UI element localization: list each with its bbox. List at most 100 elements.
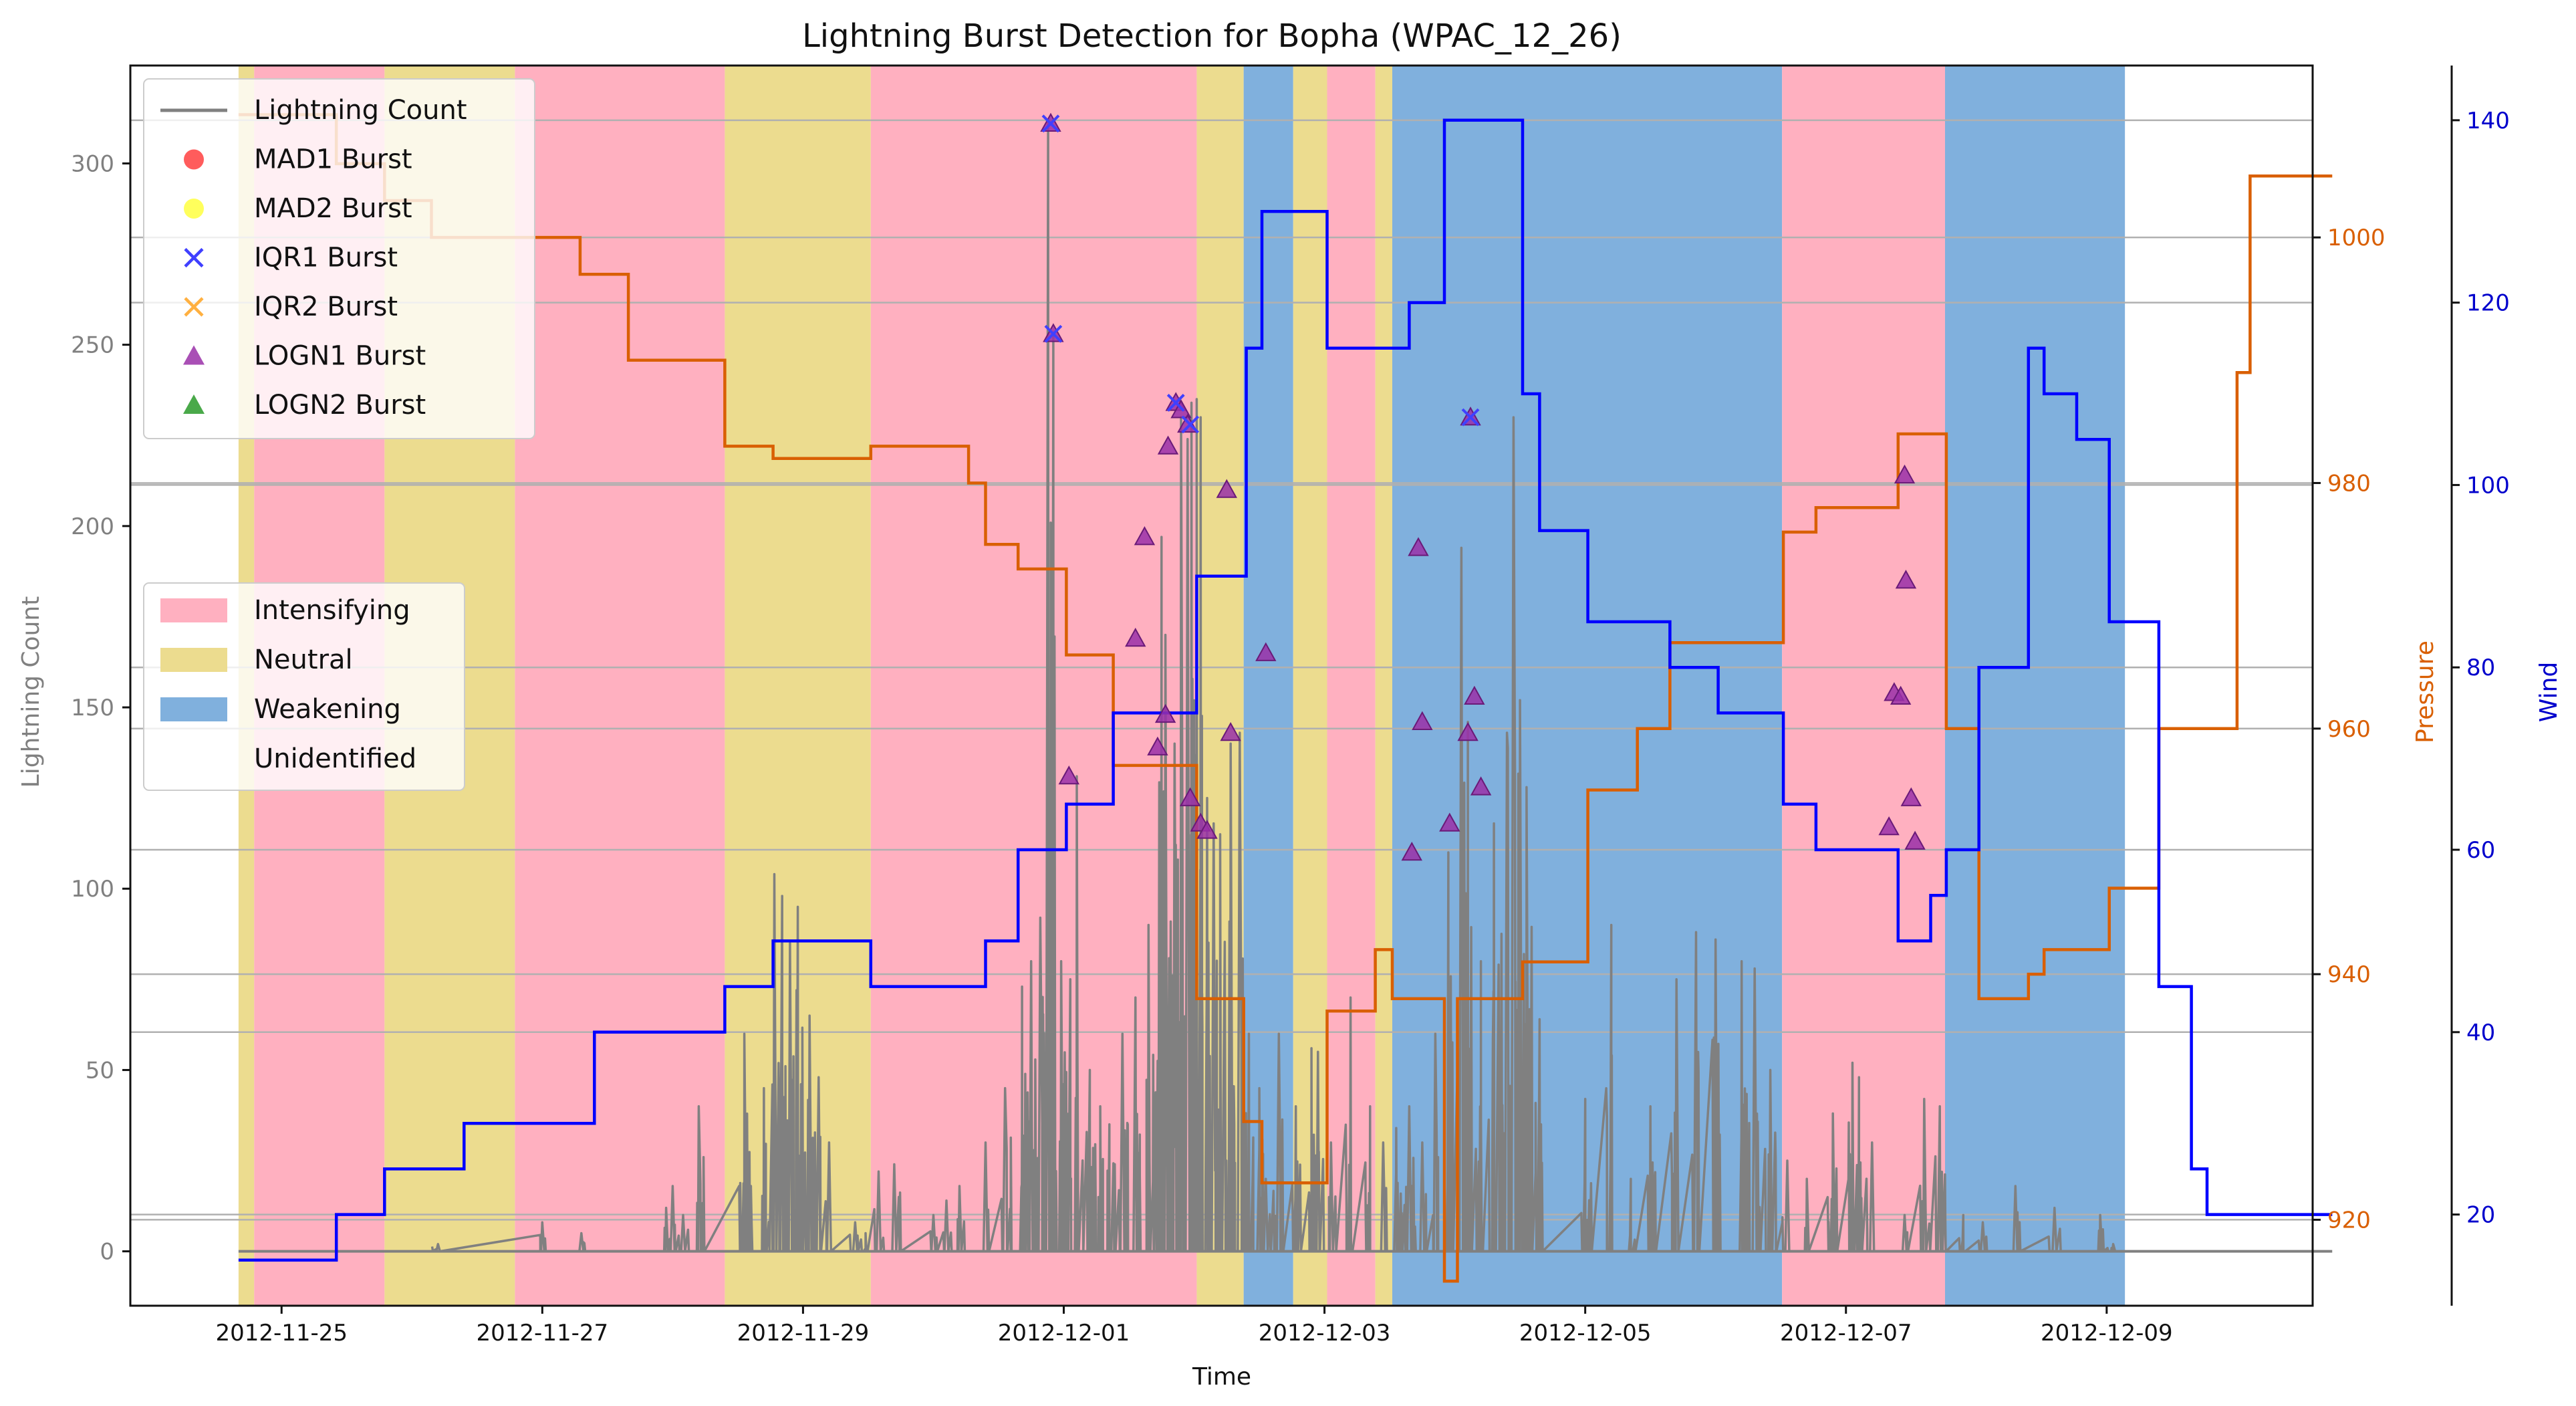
pressure-tick-label: 1000 [2327, 225, 2386, 251]
burst-markers [1040, 112, 1926, 861]
legend-swatch [160, 697, 227, 721]
legend-label: Weakening [254, 694, 401, 725]
logn1-burst-marker [1216, 479, 1237, 498]
y-axis-label-pressure: Pressure [2412, 640, 2439, 743]
y-tick-label: 300 [71, 150, 114, 177]
wind-tick-label: 140 [2466, 108, 2510, 134]
logn1-burst-marker [1457, 721, 1478, 741]
legend-triangle-icon [183, 394, 205, 414]
pressure-tick-label: 940 [2327, 961, 2371, 988]
legend-label: MAD2 Burst [254, 193, 412, 224]
x-tick-label: 2012-12-03 [1259, 1320, 1391, 1346]
plot-frame [129, 64, 2314, 1307]
legend-triangle-icon [183, 345, 205, 365]
legend-swatch [160, 747, 227, 771]
logn1-burst-marker [1401, 841, 1422, 861]
phase-band-intensifying [1782, 66, 1945, 1306]
pressure-series [238, 113, 2333, 1283]
logn1-burst-marker [1464, 685, 1485, 705]
wind-tick-label: 80 [2466, 655, 2495, 681]
phase-band-weakening [1243, 66, 1293, 1306]
wind-tick-label: 60 [2466, 837, 2495, 864]
iqr1-burst-marker [1181, 415, 1200, 434]
phase-band-neutral [1375, 66, 1393, 1306]
legend-swatch [160, 648, 227, 672]
y-tick-label: 200 [71, 513, 114, 540]
wind-tick-label: 100 [2466, 472, 2510, 499]
legends: Lightning Count MAD1 Burst MAD2 Burst IQR1 … [143, 78, 535, 791]
wind-tick-label: 120 [2466, 290, 2510, 317]
iqr1-burst-marker [1166, 394, 1185, 412]
wind-tick-label: 20 [2466, 1202, 2495, 1229]
phase-band-intensifying [870, 66, 1197, 1306]
logn1-burst-marker [1470, 776, 1492, 796]
legend-label: Intensifying [254, 595, 410, 626]
phase-band-intensifying [515, 66, 725, 1306]
x-tick-label: 2012-11-25 [215, 1320, 348, 1346]
pressure-tick-label: 980 [2327, 470, 2371, 497]
phase-band-neutral [1293, 66, 1327, 1306]
logn1-burst-marker [1058, 766, 1079, 785]
x-tick-label: 2012-12-01 [998, 1320, 1130, 1346]
y-tick-label: 150 [71, 695, 114, 721]
y-tick-label: 50 [86, 1057, 114, 1084]
pressure-line [238, 113, 2333, 1283]
x-tick-label: 2012-12-09 [2041, 1320, 2173, 1346]
legend-swatch [160, 598, 227, 622]
y-tick-label: 100 [71, 876, 114, 903]
logn1-burst-marker [1412, 711, 1433, 730]
legend-label: LOGN1 Burst [254, 341, 426, 372]
phase-legend-box [143, 582, 465, 791]
legend-circle-icon [184, 149, 204, 170]
logn1-burst-marker [1890, 685, 1912, 705]
x-tick-label: 2012-12-05 [1519, 1320, 1652, 1346]
axes: 0 50 100 150 200 250 300 920 940 960 980 1000 20 40 60… [71, 64, 2510, 1346]
y-axis-label-wind: Wind [2535, 662, 2563, 722]
logn1-burst-marker [1894, 464, 1916, 484]
wind-series [238, 118, 2333, 1262]
legend-label: IQR1 Burst [254, 243, 398, 273]
logn1-burst-marker [1196, 820, 1218, 839]
x-tick-label: 2012-11-29 [737, 1320, 870, 1346]
legend-x-icon [184, 247, 204, 268]
logn1-burst-marker [1220, 721, 1241, 741]
y-axis-label-lightning: Lightning Count [17, 596, 45, 788]
logn1-burst-marker [1157, 435, 1179, 455]
logn1-burst-marker [1154, 703, 1176, 723]
x-tick-label: 2012-11-27 [477, 1320, 609, 1346]
pressure-tick-label: 960 [2327, 716, 2371, 743]
legend-circle-icon [184, 199, 204, 219]
logn1-burst-marker [1878, 816, 1900, 836]
legend-label: MAD1 Burst [254, 144, 412, 175]
legend-x-icon [184, 297, 204, 317]
chart-title: Lightning Burst Detection for Bopha (WPA… [802, 17, 1622, 55]
logn1-burst-marker [1895, 570, 1917, 589]
logn1-burst-marker [1134, 526, 1156, 546]
iqr1-burst-marker [1461, 408, 1480, 427]
logn1-burst-marker [1179, 787, 1201, 806]
logn1-burst-marker [1408, 537, 1429, 556]
logn1-burst-marker [1147, 736, 1168, 755]
wind-tick-label: 40 [2466, 1020, 2495, 1046]
logn1-burst-marker [1900, 787, 1922, 806]
y-tick-label: 0 [100, 1239, 114, 1266]
legend-label: Neutral [254, 645, 353, 675]
legend-label: Lightning Count [254, 95, 467, 126]
logn1-burst-marker [1439, 812, 1460, 832]
iqr1-burst-marker [1041, 114, 1060, 133]
x-axis-label: Time [1192, 1363, 1251, 1391]
legend-label: LOGN2 Burst [254, 390, 426, 421]
logn1-burst-marker [1125, 627, 1146, 647]
legend-label: Unidentified [254, 743, 416, 774]
y-tick-label: 250 [71, 332, 114, 359]
series-legend-box [143, 78, 535, 439]
phase-band-weakening [1944, 66, 2126, 1306]
logn1-burst-marker [1904, 830, 1926, 850]
x-tick-label: 2012-12-07 [1780, 1320, 1912, 1346]
legend-label: IQR2 Burst [254, 291, 398, 322]
wind-line [238, 118, 2333, 1262]
logn1-burst-marker [1255, 642, 1277, 661]
iqr1-burst-marker [1044, 324, 1063, 343]
pressure-tick-label: 920 [2327, 1207, 2371, 1234]
